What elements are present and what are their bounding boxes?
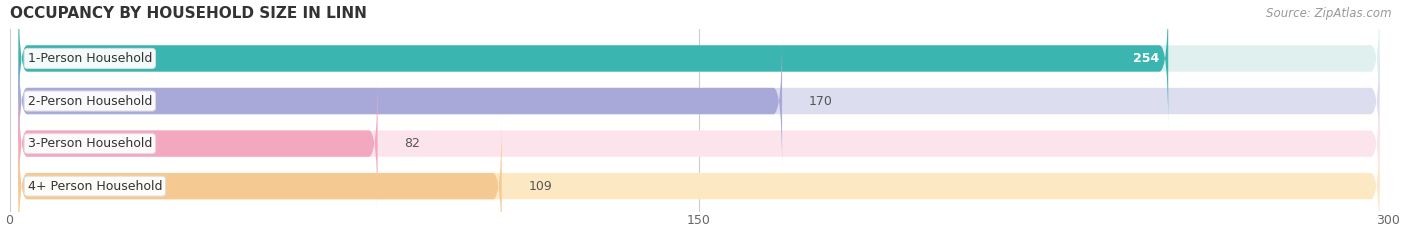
Text: 254: 254 bbox=[1133, 52, 1159, 65]
Text: 82: 82 bbox=[405, 137, 420, 150]
Text: 1-Person Household: 1-Person Household bbox=[28, 52, 152, 65]
Text: 170: 170 bbox=[808, 95, 832, 107]
Text: 3-Person Household: 3-Person Household bbox=[28, 137, 152, 150]
Text: Source: ZipAtlas.com: Source: ZipAtlas.com bbox=[1267, 7, 1392, 20]
FancyBboxPatch shape bbox=[18, 0, 1379, 127]
FancyBboxPatch shape bbox=[18, 117, 1379, 233]
FancyBboxPatch shape bbox=[18, 75, 378, 212]
FancyBboxPatch shape bbox=[18, 117, 502, 233]
Text: 109: 109 bbox=[529, 180, 553, 193]
FancyBboxPatch shape bbox=[18, 75, 1379, 212]
Text: 4+ Person Household: 4+ Person Household bbox=[28, 180, 162, 193]
Text: OCCUPANCY BY HOUSEHOLD SIZE IN LINN: OCCUPANCY BY HOUSEHOLD SIZE IN LINN bbox=[10, 6, 367, 21]
FancyBboxPatch shape bbox=[18, 0, 1168, 127]
FancyBboxPatch shape bbox=[18, 32, 1379, 170]
Text: 2-Person Household: 2-Person Household bbox=[28, 95, 152, 107]
FancyBboxPatch shape bbox=[18, 32, 782, 170]
